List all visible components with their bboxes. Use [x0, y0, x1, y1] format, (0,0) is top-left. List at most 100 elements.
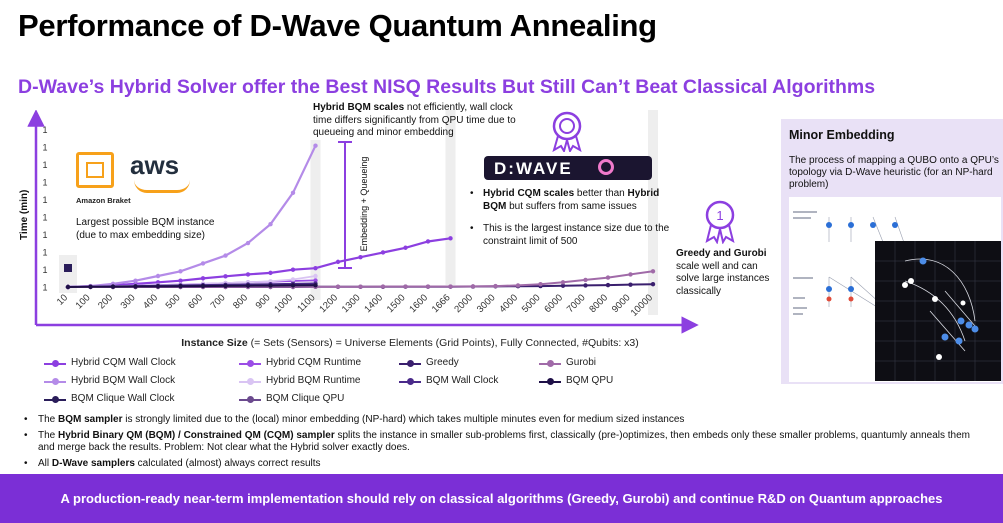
data-point — [583, 283, 588, 288]
y-tick-label: 1 — [42, 265, 47, 275]
bullet-text: calculated (almost) always correct resul… — [134, 457, 321, 469]
x-axis-label-bold: Instance Size — [181, 337, 248, 349]
data-point — [268, 270, 273, 276]
data-point — [425, 284, 431, 289]
data-point — [178, 278, 183, 283]
x-tick-label: 300 — [119, 292, 138, 311]
data-point — [268, 283, 273, 288]
x-tick-label: 100 — [74, 292, 93, 311]
data-point — [200, 276, 206, 281]
data-point — [493, 283, 498, 289]
data-point — [425, 239, 431, 244]
highlight-band — [310, 140, 321, 300]
bullet-text: splits the instance in smaller sub-probl… — [38, 429, 970, 454]
y-tick-label: 1 — [42, 125, 47, 135]
legend-label: BQM Wall Clock — [426, 375, 499, 386]
data-point — [223, 283, 228, 289]
embedding-queueing-label: Embedding + Queueing — [359, 156, 369, 252]
data-point — [628, 272, 633, 277]
y-tick-label: 1 — [42, 213, 47, 223]
footer-text: A production-ready near-term implementat… — [60, 491, 943, 506]
greedy-gurobi-annotation: Greedy and Gurobi scale well and can sol… — [676, 248, 781, 298]
data-point — [448, 236, 453, 241]
bullet-prefix: The — [38, 429, 59, 441]
data-point — [335, 284, 341, 289]
legend-label: BQM Clique QPU — [266, 393, 345, 404]
cqm-bullet-1: • Hybrid CQM scales better than Hybrid BQ… — [470, 188, 660, 212]
data-point — [178, 284, 183, 289]
page-title: Performance of D-Wave Quantum Annealing — [18, 8, 657, 43]
embedding-graph-image — [789, 197, 1001, 382]
hybrid-bqm-text: not efficiently, wall clock time differs… — [313, 102, 516, 138]
x-tick-label: 1400 — [362, 292, 385, 315]
legend-label: Hybrid CQM Runtime — [266, 357, 362, 368]
data-point — [313, 143, 318, 148]
data-point — [605, 275, 611, 280]
x-tick-label: 8000 — [587, 292, 610, 315]
data-point — [155, 284, 161, 289]
highlight-band — [648, 110, 658, 315]
legend-label: Gurobi — [566, 357, 597, 368]
footer-banner: A production-ready near-term implementat… — [0, 474, 1003, 523]
minor-embedding-text: The process of mapping a QUBO onto a QPU… — [789, 155, 999, 190]
x-tick-label: 1666 — [430, 292, 453, 315]
y-tick-label: 1 — [42, 248, 47, 258]
y-tick-label: 1 — [42, 195, 47, 205]
x-tick-label: 7000 — [565, 292, 588, 315]
bullet-prefix: The — [38, 414, 59, 425]
x-tick-label: 1300 — [340, 292, 363, 315]
x-tick-label: 1500 — [385, 292, 408, 315]
minor-embedding-title: Minor Embedding — [789, 128, 895, 142]
minor-embedding-panel: Minor Embedding The process of mapping a… — [781, 119, 1003, 384]
largest-bqm-annotation: Largest possible BQM instance (due to ma… — [76, 217, 215, 241]
data-point — [583, 277, 588, 283]
data-point — [268, 222, 273, 227]
x-tick-label: 200 — [96, 292, 115, 311]
aws-smile-icon — [134, 180, 190, 193]
data-point — [110, 284, 116, 289]
data-point — [403, 245, 408, 250]
legend-marker — [547, 360, 554, 367]
x-tick-label: 800 — [231, 292, 250, 311]
series-line — [67, 145, 317, 289]
data-point — [448, 284, 453, 289]
hybrid-bqm-annotation: Hybrid BQM scales not efficiently, wall … — [313, 102, 528, 140]
data-point — [358, 254, 363, 260]
x-tick-label: 6000 — [542, 292, 565, 315]
aws-logo: aws Amazon Braket — [72, 146, 192, 206]
x-tick-label: 500 — [164, 292, 183, 311]
legend-marker — [52, 378, 59, 385]
y-tick-label: 1 — [42, 283, 47, 293]
data-point — [470, 284, 476, 289]
data-point — [358, 284, 363, 289]
legend-label: Hybrid BQM Runtime — [266, 375, 361, 386]
hybrid-bqm-bold: Hybrid BQM scales — [313, 102, 405, 113]
bullet-text: is strongly limited due to the (local) m… — [122, 414, 685, 425]
legend-marker — [247, 396, 254, 403]
legend-marker — [52, 360, 59, 367]
x-tick-label: 1200 — [317, 292, 340, 315]
data-point — [380, 284, 386, 289]
badge-number: 1 — [716, 208, 723, 223]
x-tick-label: 2000 — [452, 292, 475, 315]
data-point — [560, 280, 566, 285]
aws-wordmark: aws — [130, 150, 180, 180]
data-point — [313, 273, 318, 279]
x-tick-label: 700 — [209, 292, 228, 311]
legend-label: BQM QPU — [566, 375, 614, 386]
bullet-bold: D-Wave samplers — [51, 457, 135, 469]
cqm-text-1: better than — [574, 188, 628, 199]
legend-marker — [407, 360, 414, 367]
data-point — [335, 259, 341, 265]
data-point — [133, 284, 138, 289]
cqm-bullet-2: • This is the largest instance size due t… — [470, 223, 670, 247]
data-point — [313, 283, 318, 288]
data-point — [313, 265, 318, 271]
data-point — [515, 283, 521, 288]
data-point — [223, 253, 228, 258]
cqm-largest-text: This is the largest instance size due to… — [483, 223, 670, 247]
data-point — [290, 277, 296, 282]
page-subtitle: D-Wave’s Hybrid Solver offer the Best NI… — [18, 76, 876, 98]
embedding-bracket — [338, 141, 352, 269]
